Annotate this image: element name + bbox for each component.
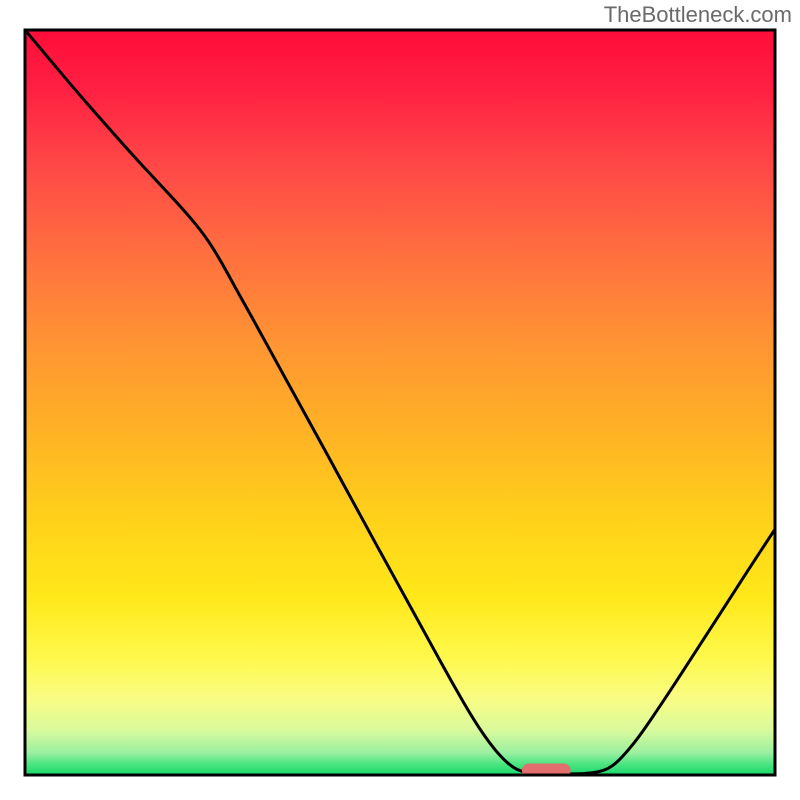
chart-container: { "watermark": { "text": "TheBottleneck.… [0, 0, 800, 800]
watermark-text: TheBottleneck.com [604, 2, 792, 28]
plot-background [25, 30, 775, 775]
bottleneck-chart [0, 0, 800, 800]
